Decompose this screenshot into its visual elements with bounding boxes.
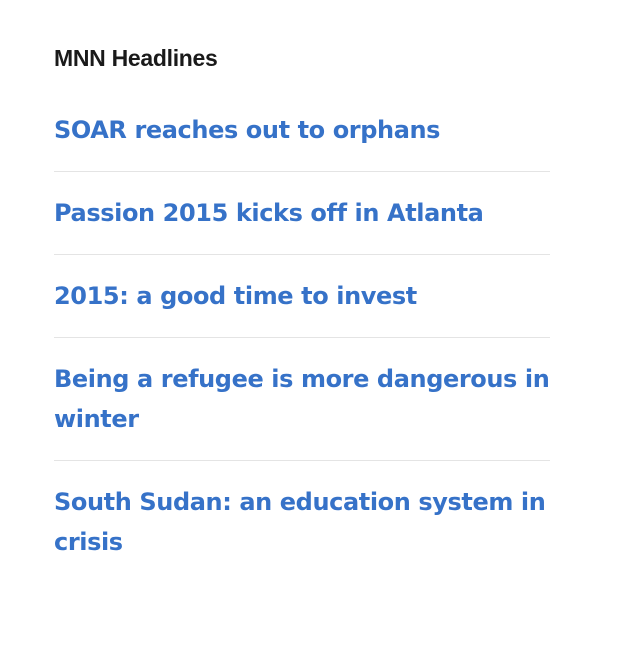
list-item: Passion 2015 kicks off in Atlanta (54, 193, 550, 255)
headline-link-refugee-winter[interactable]: Being a refugee is more dangerous in win… (54, 365, 550, 433)
list-item: South Sudan: an education system in cris… (54, 482, 550, 583)
list-item: SOAR reaches out to orphans (54, 110, 550, 172)
headline-link-passion-2015[interactable]: Passion 2015 kicks off in Atlanta (54, 199, 484, 227)
widget-title: MNN Headlines (54, 45, 218, 71)
headline-link-south-sudan-education[interactable]: South Sudan: an education system in cris… (54, 488, 546, 556)
headline-link-good-time-invest[interactable]: 2015: a good time to invest (54, 282, 417, 310)
list-item: 2015: a good time to invest (54, 276, 550, 338)
list-item: Being a refugee is more dangerous in win… (54, 359, 550, 461)
headlines-widget: MNN Headlines SOAR reaches out to orphan… (54, 44, 550, 604)
headline-link-soar-orphans[interactable]: SOAR reaches out to orphans (54, 116, 441, 144)
headline-list: SOAR reaches out to orphans Passion 2015… (54, 110, 550, 583)
